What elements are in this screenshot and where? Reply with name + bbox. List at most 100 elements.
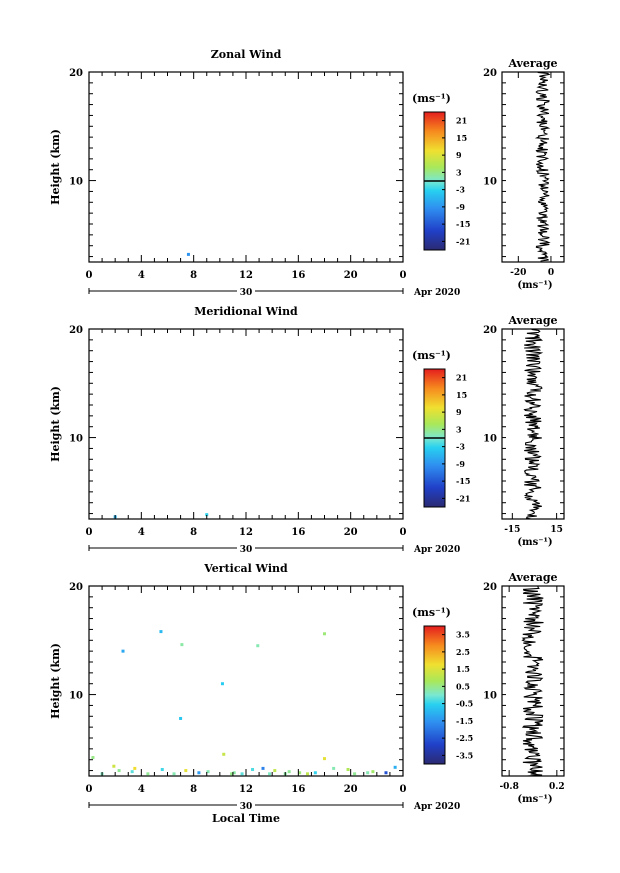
date-day-label: 30 <box>240 288 253 298</box>
average-x-label: (ms⁻¹) <box>517 794 552 805</box>
heatmap-cell <box>121 649 125 653</box>
plot-frame <box>88 328 404 520</box>
date-month-label: Apr 2020 <box>413 545 460 555</box>
heatmap-cell <box>353 772 357 776</box>
date-day-label: 30 <box>240 545 253 555</box>
average-x-tick-label: 0 <box>548 268 554 278</box>
x-tick-label: 8 <box>190 527 197 538</box>
average-frame <box>501 328 565 520</box>
colorbar-tick-label: -15 <box>456 219 470 229</box>
average-y-tick-label: 10 <box>483 177 497 188</box>
heatmap-cell <box>240 772 244 776</box>
colorbar-units: (ms⁻¹) <box>412 606 451 619</box>
colorbar-tick-label: 2.5 <box>456 647 470 657</box>
heatmap-cell <box>91 756 95 760</box>
x-tick-label: 0 <box>86 527 93 538</box>
colorbar-tick-label: 9 <box>456 150 462 160</box>
heatmap-cell <box>172 772 176 776</box>
average-x-tick-label: 0.2 <box>549 782 565 792</box>
heatmap-cell <box>268 772 272 776</box>
average-profile-line <box>523 328 544 520</box>
heatmap-cell <box>180 643 184 647</box>
heatmap-cell <box>251 767 255 771</box>
colorbar-tick-label: 21 <box>456 116 467 126</box>
heatmap-cell <box>112 764 116 768</box>
date-month-label: Apr 2020 <box>413 288 460 298</box>
heatmap-cell <box>222 752 226 756</box>
date-month-label: Apr 2020 <box>413 802 460 812</box>
heatmap-cell <box>323 632 326 636</box>
heatmap-cell <box>159 630 163 634</box>
heatmap-cell <box>298 771 302 775</box>
x-tick-label: 8 <box>190 784 197 795</box>
average-profile-line <box>534 71 551 263</box>
colorbar-tick-label: -2.5 <box>456 733 473 743</box>
x-tick-label: 16 <box>291 527 305 538</box>
average-y-tick-label: 20 <box>483 325 497 336</box>
x-tick-label: 20 <box>344 784 358 795</box>
x-tick-label: 4 <box>138 270 145 281</box>
panel-title: Zonal Wind <box>211 48 282 61</box>
average-x-tick-label: -0.8 <box>499 782 518 792</box>
y-axis-label: Height (km) <box>49 386 62 462</box>
average-x-label: (ms⁻¹) <box>517 537 552 548</box>
heatmap-cell <box>133 766 137 770</box>
date-label-bg <box>237 542 255 554</box>
colorbar-tick-label: 3.5 <box>456 630 470 640</box>
colorbar-units: (ms⁻¹) <box>412 349 451 362</box>
colorbar-tick-label: 15 <box>456 133 467 143</box>
colorbar-tick-label: -3 <box>456 442 465 452</box>
average-profile-line <box>521 586 544 777</box>
y-axis-label: Height (km) <box>49 129 62 205</box>
x-tick-label: 0 <box>400 270 407 281</box>
date-label-bg <box>237 799 255 811</box>
heatmap-cell <box>366 771 370 775</box>
plot-frame <box>88 585 404 777</box>
heatmap-cell <box>305 772 309 776</box>
panel-1: Meridional Wind 0 4 8 12 16 20 0 10 20 Height (km)… <box>49 305 565 555</box>
colorbar-tick-label: 3 <box>456 424 462 434</box>
y-tick-label: 20 <box>69 325 83 336</box>
heatmap-cell <box>197 771 201 775</box>
heatmap-cell <box>371 770 375 774</box>
heatmap-cell <box>184 769 188 773</box>
colorbar-tick-label: -3 <box>456 185 465 195</box>
x-tick-label: 12 <box>239 527 253 538</box>
heatmap-cell <box>220 682 224 686</box>
y-tick-label: 10 <box>69 434 83 445</box>
colorbar <box>423 625 446 765</box>
y-tick-label: 10 <box>69 177 83 188</box>
y-tick-label: 20 <box>69 582 83 593</box>
heatmap-cell <box>146 772 150 776</box>
date-label-bg <box>237 285 255 297</box>
y-tick-label: 10 <box>69 691 83 702</box>
x-tick-label: 16 <box>291 270 305 281</box>
average-x-tick-label: 15 <box>550 525 563 535</box>
x-tick-label: 4 <box>138 784 145 795</box>
x-tick-label: 12 <box>239 270 253 281</box>
average-y-tick-label: 20 <box>483 582 497 593</box>
plot-frame <box>88 71 404 263</box>
date-day-label: 30 <box>240 802 253 812</box>
average-x-label: (ms⁻¹) <box>517 280 552 291</box>
colorbar-tick-label: 1.5 <box>456 664 470 674</box>
colorbar-tick-label: -3.5 <box>456 750 473 760</box>
colorbar-tick-label: -21 <box>456 236 470 246</box>
heatmap-cell <box>130 770 134 774</box>
panel-title: Vertical Wind <box>203 562 288 575</box>
x-tick-label: 0 <box>86 784 93 795</box>
heatmap-cell <box>186 252 190 256</box>
x-tick-label: 8 <box>190 270 197 281</box>
average-y-tick-label: 10 <box>483 434 497 445</box>
panel-title: Meridional Wind <box>194 305 298 318</box>
average-title: Average <box>507 314 557 327</box>
heatmap-cell <box>323 757 326 761</box>
y-axis-label: Height (km) <box>49 643 62 719</box>
average-title: Average <box>507 57 557 70</box>
heatmap-cell <box>273 769 277 773</box>
heatmap-cell <box>179 716 183 720</box>
x-tick-label: 16 <box>291 784 305 795</box>
colorbar-tick-label: 0.5 <box>456 681 470 691</box>
colorbar-tick-label: -9 <box>456 459 465 469</box>
